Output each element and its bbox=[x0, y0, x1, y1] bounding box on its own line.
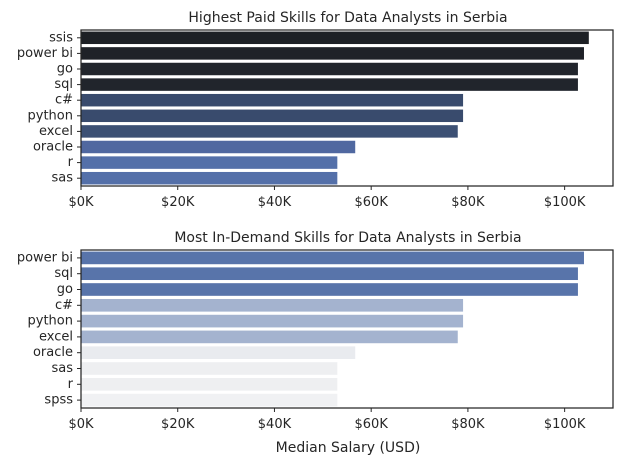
y-tick-label: oracle bbox=[33, 140, 73, 155]
bar-sql bbox=[81, 267, 578, 281]
y-tick-label: power bi bbox=[17, 250, 73, 265]
bar-python bbox=[81, 109, 464, 123]
y-tick-label: sas bbox=[51, 361, 73, 376]
bar-excel bbox=[81, 125, 458, 138]
y-tick-label: sql bbox=[54, 77, 73, 92]
x-tick-label: $60K bbox=[355, 195, 389, 210]
most-in-demand-chart: Most In-Demand Skills for Data Analysts … bbox=[17, 230, 614, 456]
bar-sas bbox=[81, 171, 338, 185]
bar-excel bbox=[81, 330, 458, 344]
y-tick-label: excel bbox=[39, 329, 73, 344]
x-tick-label: $40K bbox=[258, 195, 292, 210]
y-tick-label: sql bbox=[54, 266, 73, 281]
bar-c- bbox=[81, 298, 464, 312]
y-tick-label: c# bbox=[55, 93, 73, 108]
x-tick-label: $20K bbox=[161, 417, 195, 432]
y-tick-label: go bbox=[57, 62, 73, 77]
x-tick-label: $60K bbox=[355, 417, 389, 432]
x-axis-label: Median Salary (USD) bbox=[276, 440, 421, 456]
bar-r bbox=[81, 156, 338, 169]
y-tick-label: oracle bbox=[33, 345, 73, 360]
bar-spss bbox=[81, 393, 338, 407]
plot-frame bbox=[80, 249, 614, 409]
bar-oracle bbox=[81, 346, 356, 360]
bar-group bbox=[81, 31, 589, 185]
bar-r bbox=[81, 377, 338, 391]
chart-title: Most In-Demand Skills for Data Analysts … bbox=[174, 230, 521, 246]
bar-go bbox=[81, 283, 578, 296]
x-tick-label: $100K bbox=[544, 195, 586, 210]
y-tick-label: ssis bbox=[49, 30, 73, 45]
bar-power-bi bbox=[81, 47, 584, 60]
y-tick-label: spss bbox=[44, 393, 73, 408]
y-tick-label: python bbox=[28, 108, 73, 123]
x-tick-label: $0K bbox=[68, 417, 94, 432]
bar-go bbox=[81, 62, 578, 76]
bar-group bbox=[81, 251, 584, 407]
chart-title: Highest Paid Skills for Data Analysts in… bbox=[188, 10, 507, 26]
y-tick-label: python bbox=[28, 314, 73, 329]
highest-paid-chart: Highest Paid Skills for Data Analysts in… bbox=[17, 10, 614, 210]
x-tick-label: $80K bbox=[451, 195, 485, 210]
y-tick-label: r bbox=[68, 377, 74, 392]
bar-ssis bbox=[81, 31, 589, 45]
bar-oracle bbox=[81, 140, 356, 154]
bar-power-bi bbox=[81, 251, 584, 265]
plot-frame bbox=[80, 29, 614, 187]
y-tick-label: r bbox=[68, 155, 74, 170]
bar-sql bbox=[81, 78, 578, 91]
bar-sas bbox=[81, 362, 338, 375]
y-tick-label: sas bbox=[51, 171, 73, 186]
x-tick-labels: $0K $20K $40K $60K $80K $100K bbox=[68, 408, 586, 432]
x-tick-label: $20K bbox=[161, 195, 195, 210]
x-tick-labels: $0K $20K $40K $60K $80K $100K bbox=[68, 186, 586, 210]
x-tick-label: $100K bbox=[544, 417, 586, 432]
y-tick-label: power bi bbox=[17, 46, 73, 61]
y-tick-label: go bbox=[57, 282, 73, 297]
bar-python bbox=[81, 314, 464, 328]
x-tick-label: $80K bbox=[451, 417, 485, 432]
bar-c- bbox=[81, 93, 464, 107]
x-tick-label: $40K bbox=[258, 417, 292, 432]
y-tick-label: excel bbox=[39, 124, 73, 139]
y-tick-label: c# bbox=[55, 298, 73, 313]
x-tick-label: $0K bbox=[68, 195, 94, 210]
